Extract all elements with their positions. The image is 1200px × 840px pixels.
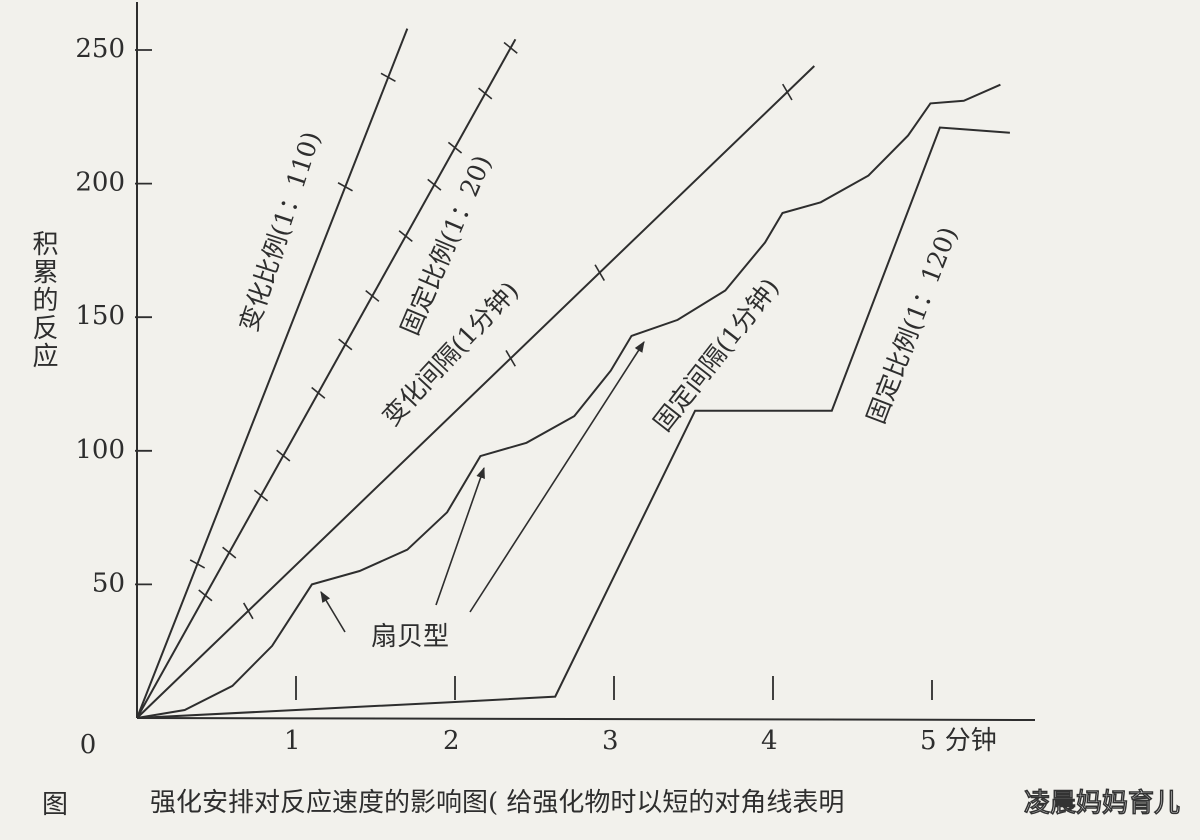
y-axis-title: 积累的反应 (28, 230, 58, 370)
reinforcement-mark (337, 182, 353, 192)
x-tick-label: 1 (284, 726, 301, 756)
reinforcement-mark (478, 87, 493, 100)
x-tick-label: 5 分钟 (920, 726, 997, 756)
origin-label: 0 (80, 730, 97, 760)
annotation: 扇贝型 (371, 622, 449, 652)
reinforcement-mark (222, 546, 237, 559)
x-axis (136, 717, 1036, 721)
reinforcement-mark (503, 41, 518, 54)
reinforcement-mark (365, 289, 380, 302)
reinforcement-mark (594, 264, 606, 281)
reinforcement-mark (781, 83, 793, 101)
reinforcement-mark (189, 559, 206, 569)
arrow (435, 466, 485, 606)
arrow (320, 591, 346, 633)
reinforcement-mark (311, 386, 326, 399)
y-tick-label: 50 (92, 568, 125, 598)
series-line (136, 65, 815, 719)
y-tick-label: 100 (75, 435, 125, 465)
series-line (136, 126, 1010, 719)
arrow (469, 341, 645, 613)
caption: 强化安排对反应速度的影响图( 给强化物时以短的对角线表明 (150, 788, 844, 818)
series-line (136, 28, 409, 719)
reinforcement-mark (338, 338, 353, 351)
reinforcement-mark (198, 589, 213, 602)
y-axis-label: 积累的反应 (28, 230, 58, 370)
x-tick-label: 3 (602, 726, 619, 756)
reinforcement-mark (242, 602, 254, 620)
reinforcement-mark (505, 350, 516, 367)
y-tick-label: 150 (75, 301, 125, 331)
caption-label: 图 (42, 790, 68, 820)
reinforcement-mark (253, 489, 269, 502)
reinforcement-mark (380, 72, 396, 83)
reinforcement-mark (398, 230, 413, 243)
series-line (136, 38, 517, 719)
x-tick-label: 4 (761, 726, 778, 756)
x-tick-label: 2 (443, 726, 460, 756)
watermark: 凌晨妈妈育儿 (1024, 788, 1180, 819)
y-tick-label: 200 (75, 168, 125, 198)
reinforcement-mark (276, 449, 291, 462)
reinforcement-mark (447, 141, 463, 154)
series-line (136, 83, 1001, 719)
y-tick-label: 250 (75, 34, 125, 64)
reinforcement-mark (427, 178, 442, 191)
